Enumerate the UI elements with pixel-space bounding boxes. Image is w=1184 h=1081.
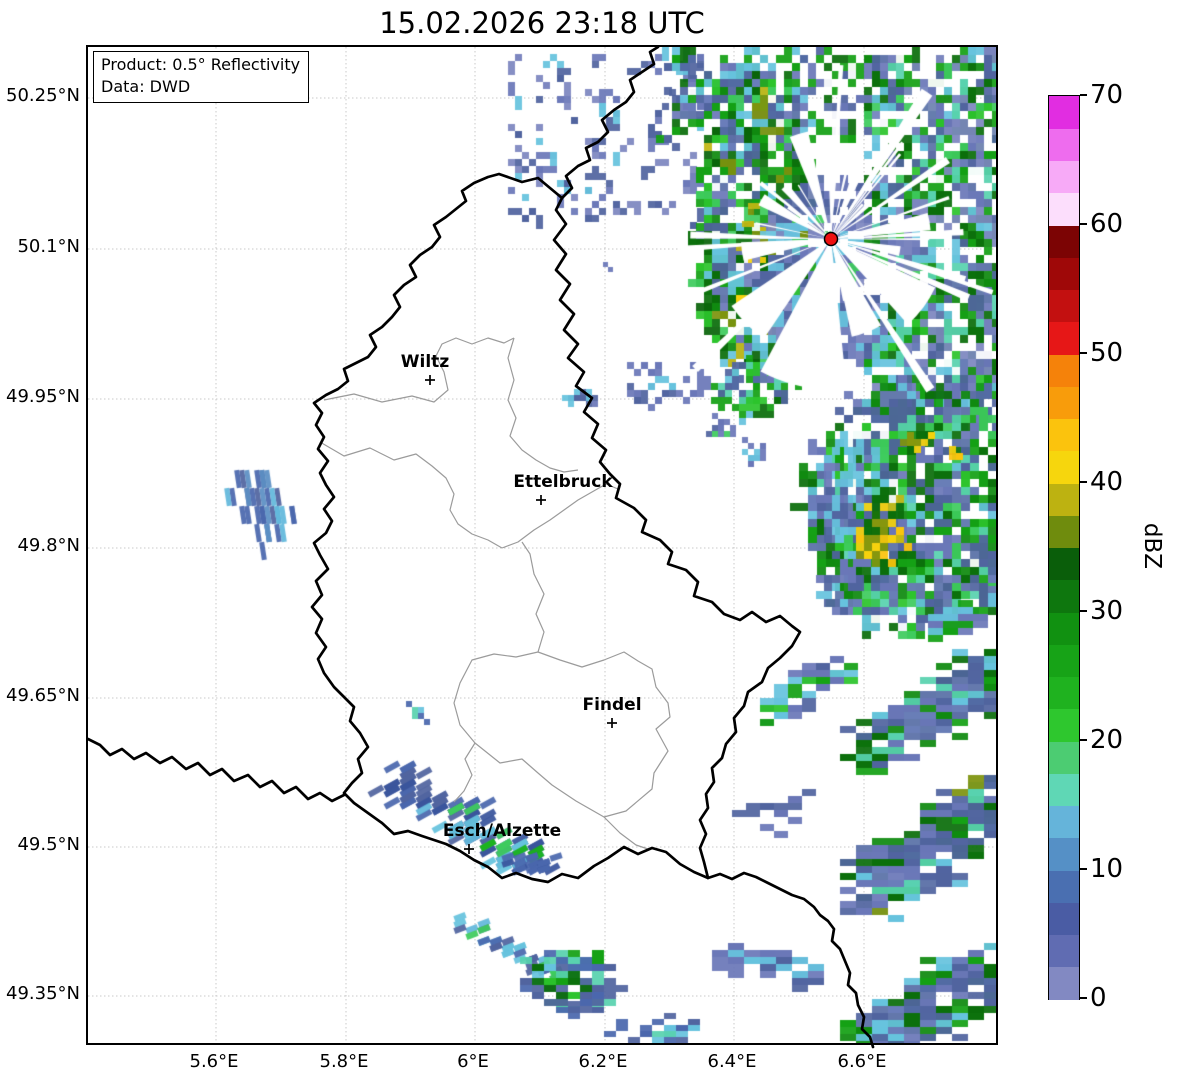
lat-tick-label: 50.25°N — [6, 85, 80, 106]
colorbar-band — [1049, 225, 1079, 258]
colorbar-band — [1049, 483, 1079, 516]
colorbar-band — [1049, 96, 1079, 129]
colorbar-tick-label: 0 — [1090, 983, 1107, 1013]
colorbar-tick-label: 10 — [1090, 854, 1124, 884]
colorbar-band — [1049, 708, 1079, 742]
city-label: Esch/Alzette — [442, 821, 562, 841]
product-info-box: Product: 0.5° Reflectivity Data: DWD — [93, 51, 310, 104]
lat-tick-label: 49.65°N — [6, 685, 80, 706]
colorbar-band — [1049, 741, 1079, 774]
radar-site-marker — [823, 231, 839, 247]
lon-tick-label: 5.6°E — [189, 1051, 239, 1072]
colorbar-band — [1049, 902, 1079, 935]
border-belgium-germany — [560, 45, 660, 200]
radar-precipitation-canvas — [88, 47, 996, 1043]
lat-tick-label: 50.1°N — [17, 236, 80, 257]
lon-tick-label: 6.4°E — [707, 1051, 757, 1072]
colorbar-band — [1049, 192, 1079, 226]
lon-tick-label: 6.2°E — [578, 1051, 628, 1072]
colorbar-band — [1049, 644, 1079, 677]
colorbar-band — [1049, 805, 1079, 839]
country-borders — [86, 45, 875, 1049]
data-source-line: Data: DWD — [101, 77, 191, 97]
colorbar-tick — [1080, 223, 1087, 225]
lat-tick-label: 49.35°N — [6, 983, 80, 1004]
colorbar-band — [1049, 257, 1079, 290]
lat-tick-label: 49.5°N — [17, 834, 80, 855]
city-markers — [425, 375, 617, 854]
colorbar-band — [1049, 837, 1079, 871]
lon-tick-label: 6.6°E — [837, 1051, 887, 1072]
colorbar-band — [1049, 934, 1079, 968]
colorbar-tick — [1080, 997, 1087, 999]
colorbar-band — [1049, 128, 1079, 161]
colorbar-band — [1049, 386, 1079, 419]
city-label: Ettelbruck — [513, 472, 613, 492]
lon-tick-label: 6°E — [457, 1051, 489, 1072]
border-france-germany — [706, 871, 875, 1049]
colorbar-band — [1049, 450, 1079, 484]
district-borders — [319, 337, 671, 850]
colorbar-band — [1049, 515, 1079, 548]
city-label: Wiltz — [400, 352, 450, 372]
colorbar-tick-label: 30 — [1090, 596, 1124, 626]
colorbar-band — [1049, 676, 1079, 710]
colorbar-band — [1049, 966, 1079, 1000]
map-panel — [86, 45, 998, 1049]
colorbar-tick-label: 50 — [1090, 338, 1124, 368]
product-line: Product: 0.5° Reflectivity — [101, 55, 301, 74]
colorbar-tick — [1080, 610, 1087, 612]
colorbar-band — [1049, 354, 1079, 387]
colorbar-tick — [1080, 481, 1087, 483]
colorbar-band — [1049, 418, 1079, 452]
colorbar-tick-label: 40 — [1090, 467, 1124, 497]
lon-tick-label: 5.8°E — [319, 1051, 369, 1072]
colorbar-tick — [1080, 868, 1087, 870]
colorbar-band — [1049, 612, 1079, 645]
colorbar-band — [1049, 160, 1079, 194]
colorbar — [1048, 95, 1080, 1000]
colorbar-band — [1049, 289, 1079, 323]
colorbar-tick-label: 20 — [1090, 725, 1124, 755]
lat-tick-label: 49.8°N — [17, 535, 80, 556]
colorbar-band — [1049, 579, 1079, 613]
colorbar-title: dBZ — [1139, 522, 1165, 570]
border-belgium-france — [86, 737, 346, 803]
city-label: Findel — [582, 695, 642, 715]
colorbar-band — [1049, 321, 1079, 355]
colorbar-tick — [1080, 352, 1087, 354]
borders-overlay — [86, 45, 875, 1049]
border-luxembourg — [310, 172, 802, 884]
colorbar-tick-label: 70 — [1090, 80, 1124, 110]
colorbar-band — [1049, 547, 1079, 581]
colorbar-tick-label: 60 — [1090, 209, 1124, 239]
page-title: 15.02.2026 23:18 UTC — [379, 6, 705, 40]
lat-tick-label: 49.95°N — [6, 386, 80, 407]
colorbar-band — [1049, 870, 1079, 903]
colorbar-tick — [1080, 94, 1087, 96]
colorbar-tick — [1080, 739, 1087, 741]
colorbar-band — [1049, 773, 1079, 806]
